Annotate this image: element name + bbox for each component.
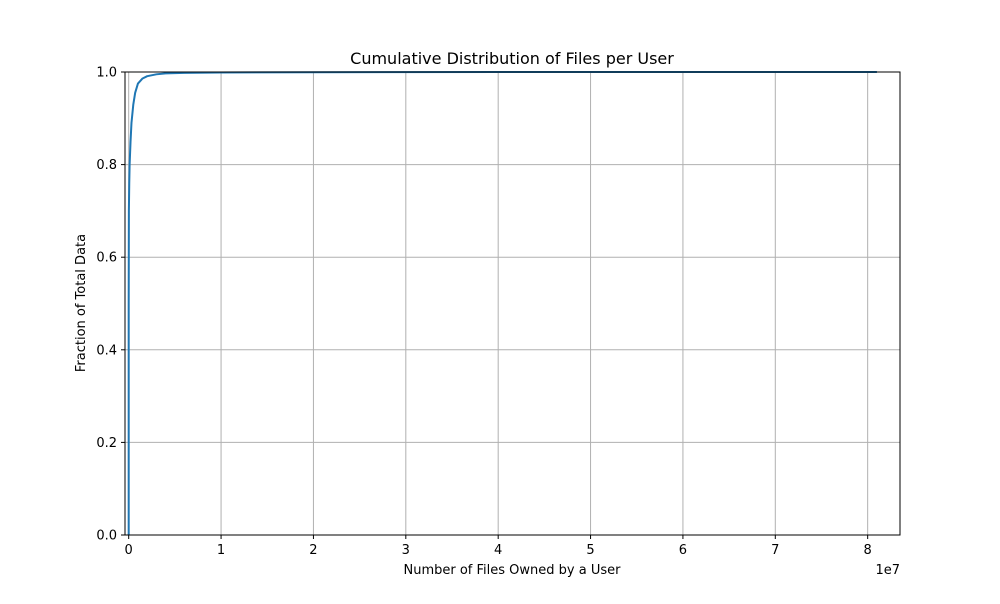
y-tick-label: 0.6	[96, 251, 117, 266]
chart-title: Cumulative Distribution of Files per Use…	[350, 49, 674, 68]
y-tick-label: 1.0	[96, 66, 117, 81]
x-axis-label: Number of Files Owned by a User	[404, 563, 622, 578]
tick-layer: 0 1 2 3 4 5 6 7 8 0.0 0.2 0.4 0.6 0.8 1.0	[96, 66, 871, 559]
y-tick-label: 0.8	[96, 158, 117, 173]
x-axis-offset-label: 1e7	[875, 563, 900, 578]
x-tick-label: 5	[586, 543, 594, 558]
y-tick-label: 0.2	[96, 436, 117, 451]
x-tick-label: 1	[217, 543, 225, 558]
y-tick-label: 0.4	[96, 343, 117, 358]
x-tick-label: 4	[494, 543, 502, 558]
x-tick-label: 2	[309, 543, 317, 558]
plot-frame	[124, 71, 901, 536]
x-tick-label: 3	[402, 543, 410, 558]
x-tick-label: 0	[125, 543, 133, 558]
x-tick-label: 7	[771, 543, 779, 558]
x-tick-label: 6	[679, 543, 687, 558]
x-tick-label: 8	[864, 543, 872, 558]
y-axis-label: Fraction of Total Data	[74, 234, 89, 372]
y-tick-label: 0.0	[96, 529, 117, 544]
